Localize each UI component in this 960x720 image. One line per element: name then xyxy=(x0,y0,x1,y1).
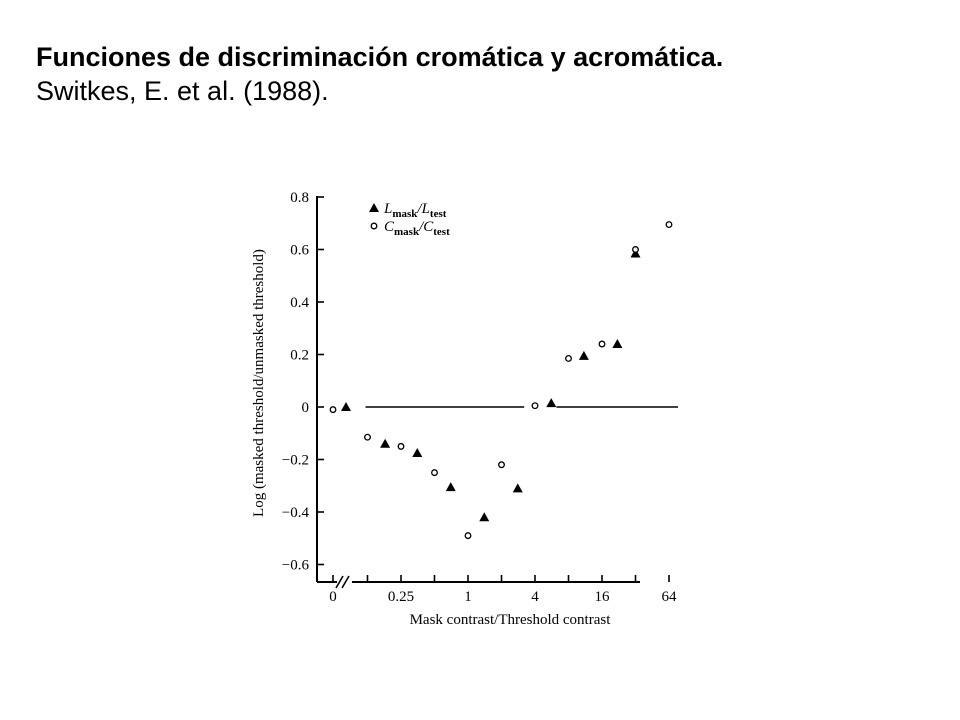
legend-circle-marker xyxy=(370,222,378,230)
triangle-data-point xyxy=(612,339,623,348)
x-tick-label: 64 xyxy=(662,589,678,605)
circle-data-point xyxy=(431,469,438,477)
x-tick-label: 0.25 xyxy=(388,589,414,605)
y-axis-title: Log (masked threshold/unmasked threshold… xyxy=(251,249,267,517)
slide-subtitle: Switkes, E. et al. (1988). xyxy=(36,76,329,106)
y-tick-label: −0.2 xyxy=(282,453,309,469)
axis-break-mark xyxy=(335,575,344,589)
triangle-data-point xyxy=(479,512,490,522)
circle-data-point xyxy=(329,406,337,414)
circle-data-point xyxy=(397,442,405,450)
y-tick-label: −0.6 xyxy=(282,558,310,574)
triangle-data-point xyxy=(341,402,351,411)
y-tick-label: −0.4 xyxy=(282,505,310,521)
slide-title-block: Funciones de discriminación cromática y … xyxy=(36,40,723,108)
y-tick-label: 0.4 xyxy=(290,295,309,311)
circle-data-point xyxy=(498,461,505,469)
y-tick-label: 0 xyxy=(302,400,310,416)
y-tick-label: 0.2 xyxy=(290,348,309,364)
triangle-data-point xyxy=(445,482,456,492)
x-tick-label: 16 xyxy=(595,589,611,605)
circle-data-point xyxy=(665,221,673,229)
x-tick-label: 4 xyxy=(531,589,539,605)
triangle-data-point xyxy=(512,483,523,493)
y-tick-label: 0.8 xyxy=(290,190,309,206)
legend-triangle-marker xyxy=(369,203,379,212)
x-tick-label: 1 xyxy=(464,589,472,605)
legend-entry-1: Cmask/Ctest xyxy=(384,219,450,238)
circle-data-point xyxy=(364,433,371,441)
circle-data-point xyxy=(565,354,572,362)
axis-break-mark xyxy=(341,575,350,589)
circle-data-point xyxy=(464,532,472,540)
legend-entry-0: Lmask/Ltest xyxy=(383,201,447,220)
y-tick-label: 0.6 xyxy=(290,243,309,259)
circle-data-point xyxy=(632,246,639,253)
slide-title: Funciones de discriminación cromática y … xyxy=(36,42,724,72)
data-points xyxy=(329,221,673,540)
chart-axes: 0.8 0.6 0.4 0.2 0 −0.2 −0.4 −0.6 0 0.25 1 4 16 64 xyxy=(282,190,677,605)
x-axis-title: Mask contrast/Threshold contrast xyxy=(410,612,612,628)
triangle-data-point xyxy=(546,398,557,408)
triangle-data-point xyxy=(578,350,589,360)
circle-data-point xyxy=(598,340,606,348)
x-tick-label: 0 xyxy=(329,589,337,605)
triangle-data-point xyxy=(380,438,391,448)
triangle-data-point xyxy=(412,447,423,457)
circle-data-point xyxy=(531,402,539,410)
axis-labels: Mask contrast/Threshold contrast Log (mas… xyxy=(251,249,611,628)
